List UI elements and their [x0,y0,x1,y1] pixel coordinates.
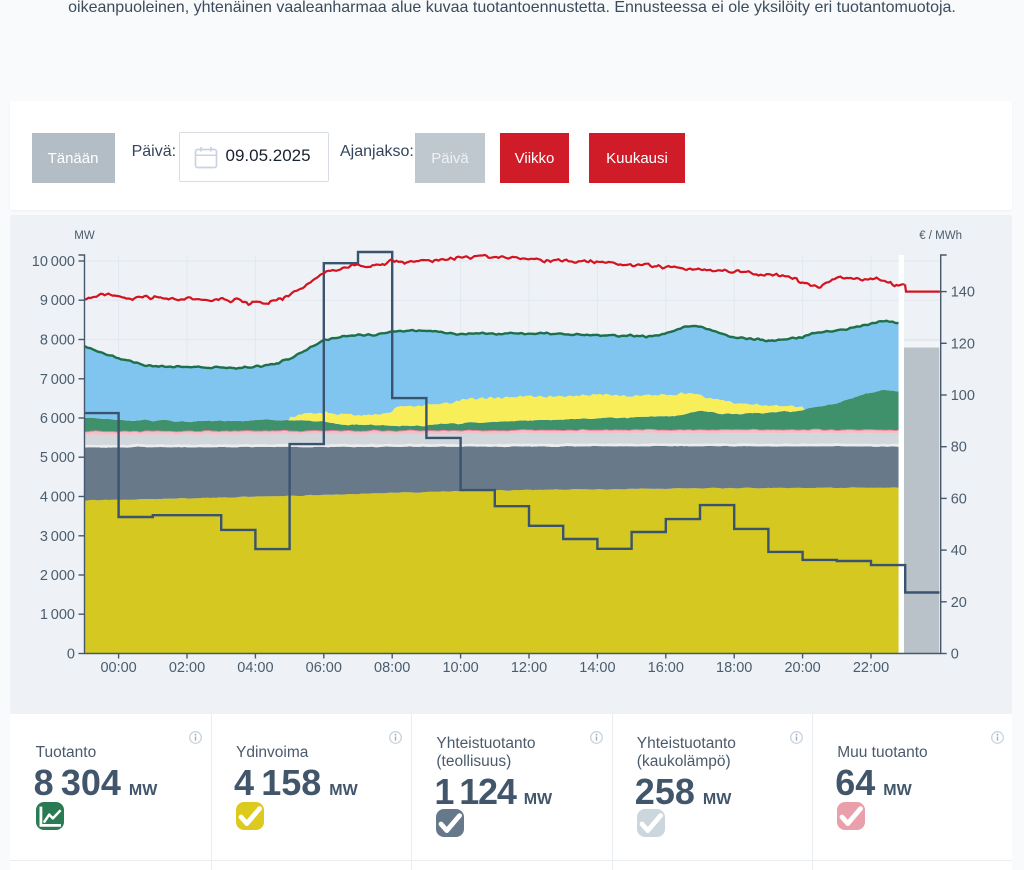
svg-text:04:00: 04:00 [237,660,273,676]
svg-text:120: 120 [951,336,975,352]
svg-text:02:00: 02:00 [169,660,205,676]
svg-text:20: 20 [951,595,967,611]
svg-text:08:00: 08:00 [374,660,410,676]
svg-text:140: 140 [951,285,975,301]
svg-text:20:00: 20:00 [784,660,820,676]
svg-text:16:00: 16:00 [648,660,684,676]
svg-text:9 000: 9 000 [40,293,75,309]
svg-text:18:00: 18:00 [716,660,752,676]
svg-text:10 000: 10 000 [32,254,75,270]
svg-text:MW: MW [74,230,95,242]
svg-text:80: 80 [951,440,967,456]
svg-text:10:00: 10:00 [442,660,478,676]
svg-text:6 000: 6 000 [40,411,75,427]
svg-text:0: 0 [67,647,75,663]
svg-text:5 000: 5 000 [40,450,75,466]
svg-text:22:00: 22:00 [853,660,889,676]
svg-text:14:00: 14:00 [579,660,615,676]
svg-text:2 000: 2 000 [40,568,75,584]
svg-text:0: 0 [951,647,959,663]
svg-text:40: 40 [951,543,967,559]
svg-text:1 000: 1 000 [40,607,75,623]
svg-text:3 000: 3 000 [40,529,75,545]
svg-text:60: 60 [951,491,967,507]
svg-text:06:00: 06:00 [306,660,342,676]
svg-text:8 000: 8 000 [40,333,75,349]
svg-text:100: 100 [951,388,975,404]
svg-text:4 000: 4 000 [40,490,75,506]
svg-text:€ / MWh: € / MWh [919,230,962,242]
svg-text:7 000: 7 000 [40,372,75,388]
svg-text:12:00: 12:00 [511,660,547,676]
svg-text:00:00: 00:00 [100,660,136,676]
